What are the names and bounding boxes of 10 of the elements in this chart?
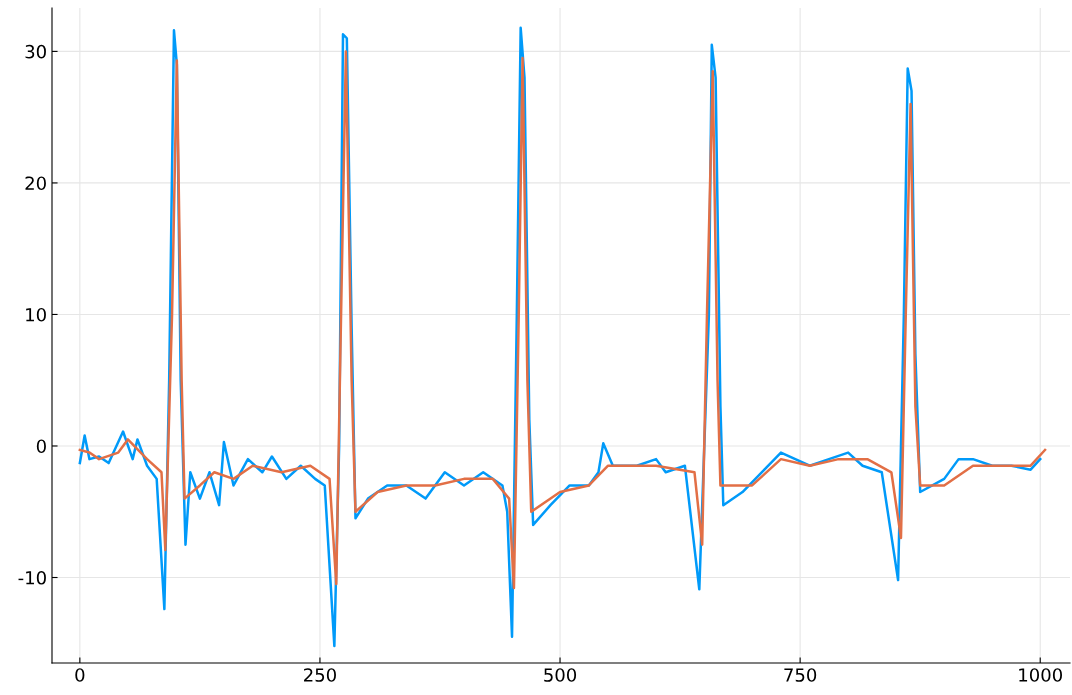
y-tick-label: -10 [18,570,46,585]
x-tick-label: 250 [304,668,336,682]
y-tick-label: 10 [26,307,46,322]
y-tick-label: 30 [25,44,46,59]
x-tick-label: 1000 [1019,668,1062,682]
y-tick-label: 0 [36,439,46,454]
x-tick-label: 0 [75,668,85,682]
x-tick-label: 500 [544,668,577,682]
y-tick-label: 20 [25,176,46,191]
x-tick-label: 750 [784,668,817,682]
